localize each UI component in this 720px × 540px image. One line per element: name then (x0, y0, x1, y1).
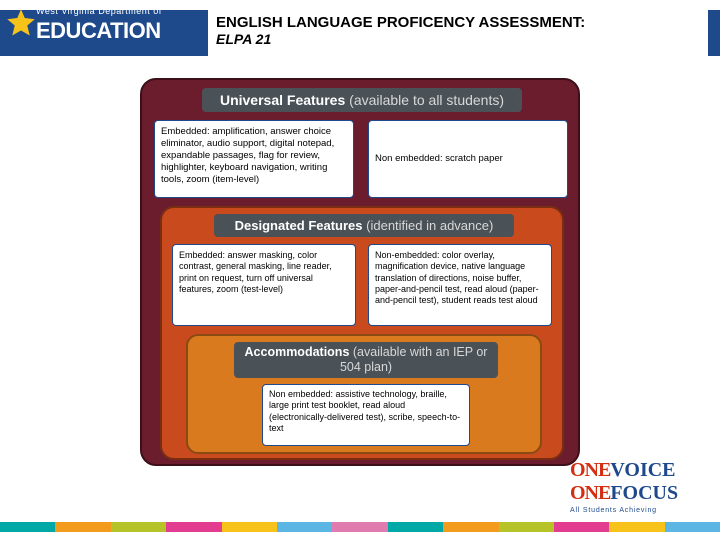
tier-designated-header: Designated Features (identified in advan… (214, 214, 514, 237)
color-bar-segment (111, 522, 166, 532)
color-bar-segment (222, 522, 277, 532)
logo-one-2: ONE (570, 482, 610, 505)
color-bar-segment (388, 522, 443, 532)
tier-designated: Designated Features (identified in advan… (160, 206, 564, 460)
star-icon (6, 8, 36, 38)
designated-embedded-text: Embedded: answer masking, color contrast… (179, 250, 332, 294)
color-bar-segment (55, 522, 110, 532)
tier-accommodations-label: Accommodations (245, 345, 350, 359)
dept-logo: West Virginia Department of EDUCATION (6, 4, 196, 60)
color-bar (0, 522, 720, 532)
color-bar-segment (499, 522, 554, 532)
logo-tagline: All Students Achieving (570, 507, 700, 514)
tier-accommodations: Accommodations (available with an IEP or… (186, 334, 542, 454)
tier-universal-header: Universal Features (available to all stu… (202, 88, 522, 112)
color-bar-segment (0, 522, 55, 532)
universal-embedded-text: Embedded: amplification, answer choice e… (161, 126, 334, 185)
tiers-diagram: Universal Features (available to all stu… (130, 72, 590, 472)
tier-designated-paren: (identified in advance) (366, 218, 493, 233)
logo-voice: VOICE (610, 459, 675, 482)
tier-universal-embedded: Embedded: amplification, answer choice e… (154, 120, 354, 198)
tier-universal-label: Universal Features (220, 92, 345, 108)
color-bar-segment (609, 522, 664, 532)
logo-dept-line: West Virginia Department of (36, 6, 162, 16)
color-bar-segment (665, 522, 720, 532)
slide-title-box: ENGLISH LANGUAGE PROFICENCY ASSESSMENT: … (208, 10, 708, 56)
tier-universal-paren: (available to all students) (349, 92, 504, 108)
one-voice-one-focus-logo: ONE VOICE ONE FOCUS All Students Achievi… (570, 459, 700, 514)
tier-accommodations-header: Accommodations (available with an IEP or… (234, 342, 498, 378)
tier-universal-nonembedded: Non embedded: scratch paper (368, 120, 568, 198)
color-bar-segment (554, 522, 609, 532)
slide-title-line2: ELPA 21 (216, 31, 700, 47)
color-bar-segment (277, 522, 332, 532)
tier-designated-label: Designated Features (235, 218, 363, 233)
universal-nonembedded-text: Non embedded: scratch paper (375, 153, 503, 165)
tier-accommodations-paren: (available with an IEP or 504 plan) (340, 345, 488, 374)
logo-focus: FOCUS (610, 482, 678, 505)
tier-designated-nonembedded: Non-embedded: color overlay, magnificati… (368, 244, 552, 326)
accommodations-nonembedded-text: Non embedded: assistive technology, brai… (269, 389, 460, 433)
tier-accommodations-nonembedded: Non embedded: assistive technology, brai… (262, 384, 470, 446)
color-bar-segment (166, 522, 221, 532)
color-bar-segment (332, 522, 387, 532)
logo-education: EDUCATION (36, 18, 161, 44)
tier-designated-embedded: Embedded: answer masking, color contrast… (172, 244, 356, 326)
logo-one-1: ONE (570, 459, 610, 482)
color-bar-segment (443, 522, 498, 532)
slide-title-line1: ENGLISH LANGUAGE PROFICENCY ASSESSMENT: (216, 14, 700, 31)
designated-nonembedded-text: Non-embedded: color overlay, magnificati… (375, 250, 539, 305)
tier-universal: Universal Features (available to all stu… (140, 78, 580, 466)
